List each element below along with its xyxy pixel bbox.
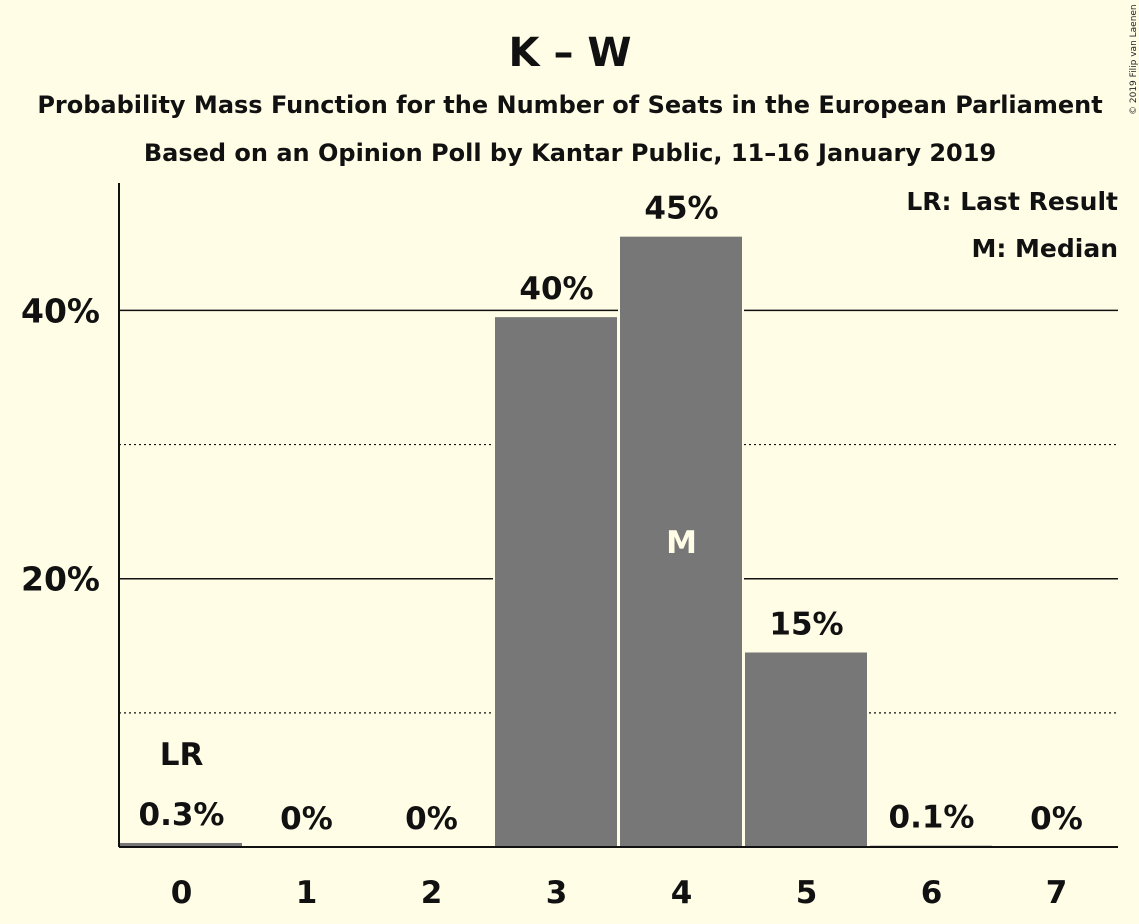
median-marker: M [666, 525, 697, 561]
chart-subtitle-line-2: Based on an Opinion Poll by Kantar Publi… [144, 139, 996, 167]
last-result-marker: LR [160, 737, 204, 773]
x-tick-label: 1 [296, 875, 318, 911]
x-tick-label: 0 [171, 875, 193, 911]
data-label: 0% [1030, 801, 1083, 837]
data-label: 0% [280, 801, 333, 837]
data-label: 0.3% [139, 797, 225, 833]
x-tick-label: 2 [421, 875, 443, 911]
data-label: 0.1% [889, 800, 975, 836]
x-tick-label: 3 [546, 875, 568, 911]
data-label: 40% [519, 271, 593, 307]
data-labels: 0.3% 0 0% 1 0% 2 40% 3 45% 4 15% 5 0.1% 6 0% 7 LR M [139, 191, 1083, 911]
x-tick-label: 5 [796, 875, 818, 911]
bar-seats-5 [745, 652, 867, 847]
bars [118, 234, 994, 848]
x-tick-label: 4 [671, 875, 693, 911]
data-label: 45% [644, 191, 718, 227]
axes: 20% 40% [21, 183, 1118, 848]
chart-subtitle-line-1: Probability Mass Function for the Number… [37, 91, 1102, 119]
bar-seats-4 [620, 236, 742, 848]
legend-median: M: Median [971, 234, 1118, 263]
chart-title: K – W [509, 30, 632, 76]
bar-halo [868, 843, 994, 847]
bar-seats-3 [495, 317, 617, 847]
data-label: 0% [405, 801, 458, 837]
data-label: 15% [769, 606, 843, 642]
copyright-notice: © 2019 Filip van Laenen [1129, 4, 1139, 115]
x-tick-label: 7 [1046, 875, 1068, 911]
legend-last-result: LR: Last Result [906, 187, 1118, 216]
y-tick-label: 20% [21, 560, 100, 599]
bar-seats-0 [120, 842, 242, 847]
y-tick-label: 40% [21, 291, 100, 330]
x-tick-label: 6 [921, 875, 943, 911]
